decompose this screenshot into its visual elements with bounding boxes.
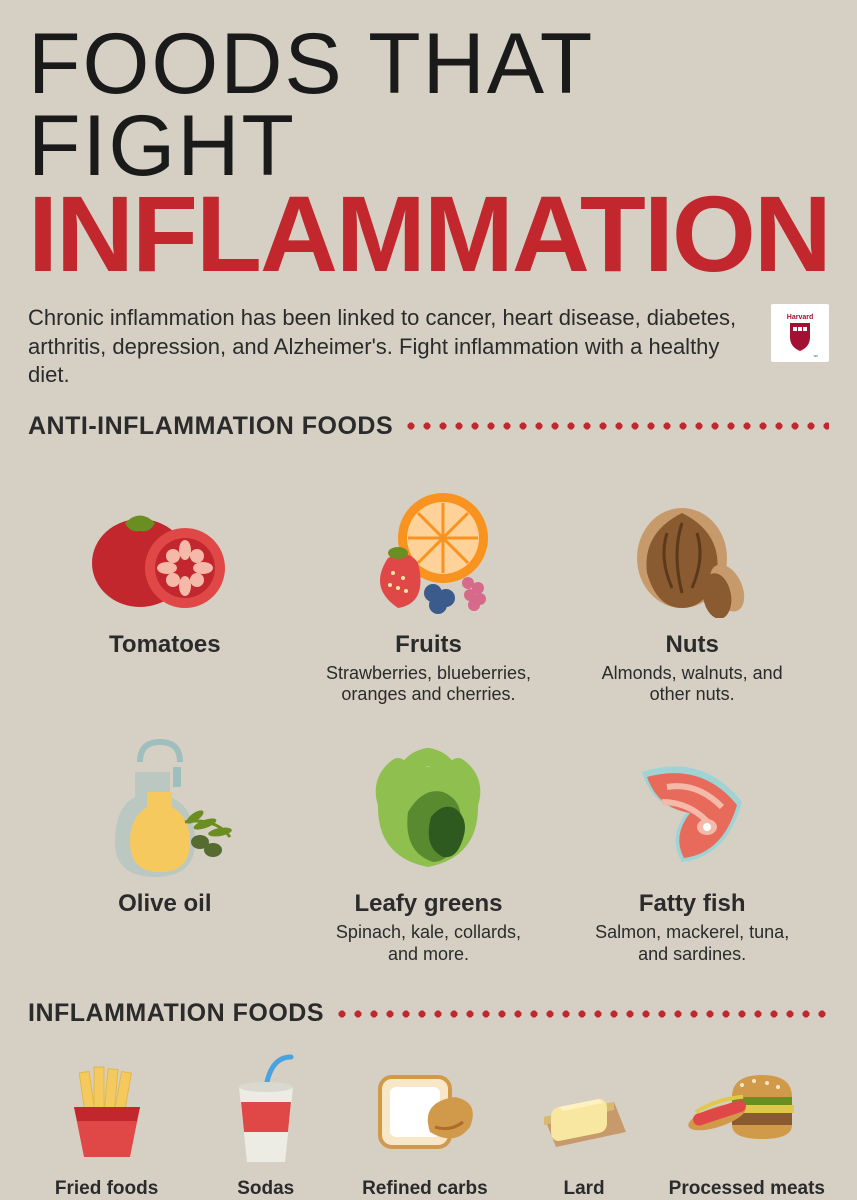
fatty-fish-icon — [612, 742, 772, 882]
page-title-line1: FOODS THAT FIGHT — [28, 24, 829, 187]
svg-text:Harvard: Harvard — [787, 314, 813, 321]
food-fatty-fish: Fatty fish Salmon, mackerel, tuna, and s… — [575, 742, 809, 965]
fruits-icon — [348, 483, 508, 623]
food-desc: Strawberries, blueberries, oranges and c… — [323, 663, 533, 706]
soda-icon — [211, 1052, 321, 1172]
food-name: Nuts — [665, 631, 718, 659]
lard-icon — [524, 1052, 644, 1172]
food-name: Processed meats — [669, 1178, 825, 1200]
food-name: Fried foods — [55, 1178, 158, 1200]
food-leafy-greens: Leafy greens Spinach, kale, collards, an… — [312, 742, 546, 965]
fries-icon — [52, 1052, 162, 1172]
section-title-anti: ANTI-INFLAMMATION FOODS — [28, 412, 393, 441]
food-fruits: Fruits Strawberries, blueberries, orange… — [312, 483, 546, 706]
inflammation-grid: Fried foods Sodas — [28, 1052, 829, 1200]
food-name: Fatty fish — [639, 890, 746, 918]
dotted-rule — [334, 1010, 829, 1018]
food-name: Olive oil — [118, 890, 211, 918]
harvard-health-logo: Harvard HEALTH — [771, 304, 829, 362]
food-name: Fruits — [395, 631, 462, 659]
food-desc: Spinach, kale, collards, and more. — [323, 922, 533, 965]
food-lard: Lard — [510, 1052, 659, 1200]
food-name: Sodas — [237, 1178, 294, 1200]
food-fried: Fried foods — [32, 1052, 181, 1200]
intro-text: Chronic inflammation has been linked to … — [28, 304, 757, 390]
food-name: Lard — [563, 1178, 604, 1200]
nuts-icon — [617, 483, 767, 623]
food-desc: Almonds, walnuts, and other nuts. — [587, 663, 797, 706]
food-name: Tomatoes — [109, 631, 221, 659]
page-title-line2: INFLAMMATION — [28, 183, 829, 286]
dotted-rule — [403, 422, 829, 430]
food-processed-meats: Processed meats — [669, 1052, 825, 1200]
anti-inflammation-grid: Tomatoes Fruits Strawberries, blueberrie… — [28, 483, 829, 965]
food-nuts: Nuts Almonds, walnuts, and other nuts. — [575, 483, 809, 706]
section-title-bad: INFLAMMATION FOODS — [28, 999, 324, 1028]
tomato-icon — [85, 483, 245, 623]
svg-text:HEALTH: HEALTH — [814, 355, 820, 357]
food-tomatoes: Tomatoes — [48, 483, 282, 706]
carbs-icon — [365, 1052, 485, 1172]
food-refined-carbs: Refined carbs — [350, 1052, 499, 1200]
food-sodas: Sodas — [191, 1052, 340, 1200]
burger-icon — [682, 1052, 812, 1172]
olive-oil-icon — [85, 742, 245, 882]
food-name: Leafy greens — [354, 890, 502, 918]
leafy-greens-icon — [348, 742, 508, 882]
food-olive-oil: Olive oil — [48, 742, 282, 965]
food-name: Refined carbs — [362, 1178, 488, 1200]
food-desc: Salmon, mackerel, tuna, and sardines. — [587, 922, 797, 965]
